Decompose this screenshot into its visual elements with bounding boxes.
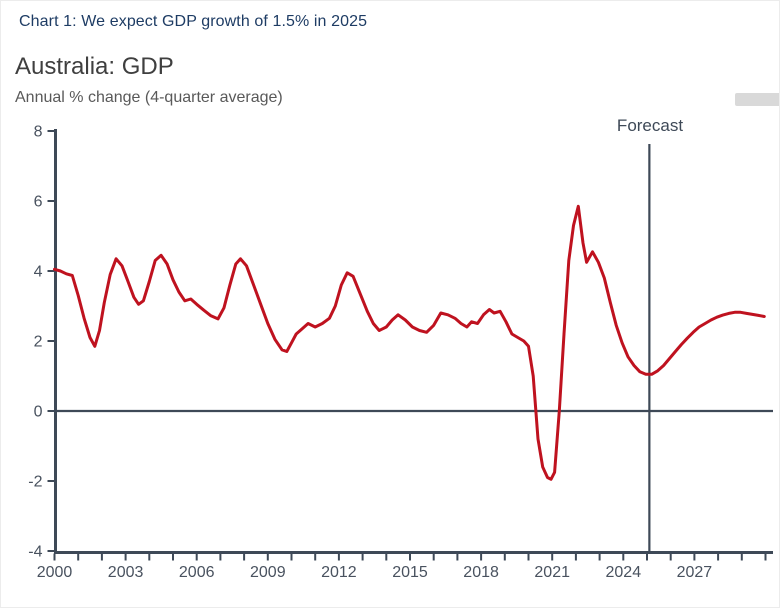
x-tick-label: 2009	[250, 564, 286, 581]
x-tick-label: 2000	[37, 564, 73, 581]
y-tick-label: 4	[34, 264, 43, 281]
y-tick-label: -4	[28, 544, 42, 561]
x-tick-label: 2012	[321, 564, 357, 581]
report-title: Chart 1: We expect GDP growth of 1.5% in…	[19, 13, 368, 30]
y-tick-label: 6	[34, 194, 43, 211]
x-tick-label: 2021	[534, 564, 570, 581]
chart-subtitle: Annual % change (4-quarter average)	[15, 89, 283, 106]
chart-title: Australia: GDP	[15, 53, 174, 80]
x-axis: 2000 2003 2006 2009 2012 2015 2018 2021 2024 2027	[37, 551, 773, 581]
x-tick-label: 2015	[392, 564, 428, 581]
page-artifact	[735, 93, 779, 106]
y-tick-label: 0	[34, 404, 43, 421]
forecast-label: Forecast	[616, 116, 684, 135]
x-tick-label: 2018	[463, 564, 499, 581]
x-tick-label: 2003	[108, 564, 144, 581]
y-tick-label: -2	[28, 474, 42, 491]
gdp-series-line	[53, 204, 766, 481]
x-tick-label: 2006	[179, 564, 215, 581]
y-tick-label: 2	[34, 334, 43, 351]
y-tick-label: 8	[34, 124, 43, 141]
x-tick-label: 2024	[606, 564, 642, 581]
x-tick-label: 2027	[677, 564, 713, 581]
y-axis: 8 6 4 2 0 -2 -4	[28, 124, 57, 561]
